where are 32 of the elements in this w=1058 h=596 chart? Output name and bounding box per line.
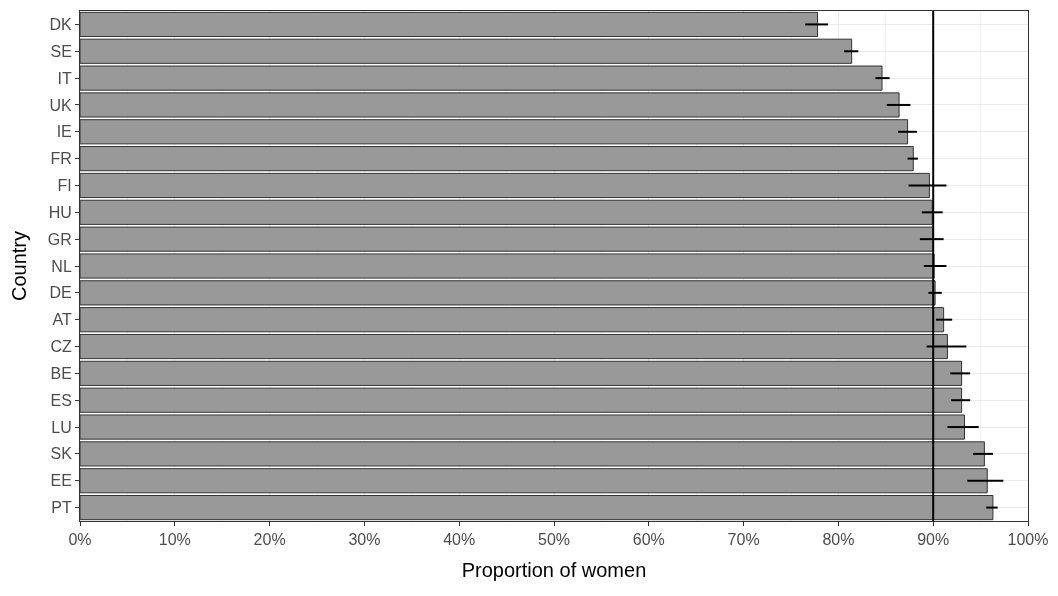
y-tick-label: CZ [50, 338, 73, 356]
x-tick-label: 10% [158, 531, 191, 549]
y-tick-label: ES [50, 391, 72, 409]
y-tick-label: AT [52, 311, 73, 329]
x-tick-label: 80% [822, 531, 855, 549]
y-tick-label: DK [49, 16, 73, 34]
x-tick-label: 50% [537, 531, 571, 549]
y-tick-label: NL [51, 257, 72, 275]
y-axis-title: Country [8, 230, 31, 302]
y-tick-label: GR [47, 230, 72, 248]
y-tick-label: HU [48, 203, 72, 221]
y-tick-label: UK [49, 96, 73, 114]
y-tick-label: SK [50, 445, 73, 463]
y-tick-label: IE [56, 123, 72, 141]
y-tick-label: PT [51, 499, 73, 517]
x-axis-title: Proportion of women [461, 558, 647, 581]
y-tick-label: SE [50, 42, 72, 60]
x-tick-label: 20% [253, 531, 286, 549]
y-tick-label: DE [49, 284, 72, 302]
x-tick-label: 40% [443, 531, 476, 549]
x-tick-label: 60% [632, 531, 665, 549]
y-tick-label: EE [50, 472, 72, 490]
x-tick-label: 0% [68, 531, 92, 549]
y-tick-label: FR [50, 150, 72, 168]
y-tick-label: LU [51, 418, 72, 436]
y-tick-label: FI [57, 177, 72, 195]
y-tick-label: BE [50, 364, 72, 382]
x-tick-label: 100% [1007, 531, 1049, 549]
x-tick-label: 90% [917, 531, 950, 549]
y-tick-label: IT [57, 69, 73, 87]
x-tick-label: 30% [348, 531, 381, 549]
x-tick-label: 70% [727, 531, 760, 549]
